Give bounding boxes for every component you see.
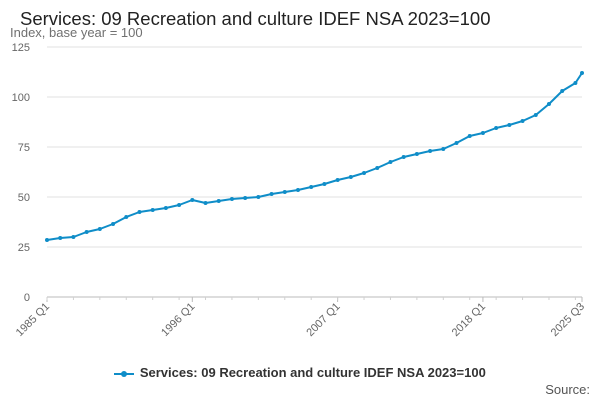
data-point xyxy=(111,222,116,226)
x-tick-label: 2007 Q1 xyxy=(304,301,342,339)
x-tick-label: 2025 Q3 xyxy=(549,301,587,339)
data-point xyxy=(309,185,314,189)
series-layer xyxy=(45,71,584,242)
data-point xyxy=(454,141,459,145)
data-point xyxy=(573,81,578,85)
data-point xyxy=(216,199,221,203)
y-tick-label: 25 xyxy=(18,242,30,254)
data-point xyxy=(124,215,129,219)
data-point xyxy=(560,89,565,93)
data-point xyxy=(401,155,406,159)
y-axis-label: Index, base year = 100 xyxy=(10,25,143,40)
y-tick-label: 75 xyxy=(18,142,30,154)
data-point xyxy=(580,71,584,75)
data-point xyxy=(71,235,76,239)
data-point xyxy=(507,123,512,127)
data-point xyxy=(375,166,380,170)
data-point xyxy=(45,238,49,242)
data-point xyxy=(137,210,142,214)
data-point xyxy=(256,195,261,199)
data-point xyxy=(190,198,195,202)
y-tick-label: 0 xyxy=(24,292,30,304)
legend: Services: 09 Recreation and culture IDEF… xyxy=(0,365,600,380)
data-point xyxy=(177,203,182,207)
data-point xyxy=(428,149,433,153)
x-tick-label: 1996 Q1 xyxy=(159,301,197,339)
data-point xyxy=(533,113,538,117)
data-point xyxy=(269,192,274,196)
data-point xyxy=(362,171,367,175)
data-point xyxy=(388,160,393,164)
y-tick-label: 50 xyxy=(18,192,30,204)
data-point xyxy=(480,131,485,135)
x-tick-label: 1985 Q1 xyxy=(14,301,52,339)
data-point xyxy=(295,188,300,192)
data-point xyxy=(494,126,499,130)
data-point xyxy=(520,119,525,123)
series-line xyxy=(46,72,583,241)
data-point xyxy=(546,102,551,106)
data-point xyxy=(348,175,353,179)
legend-line-marker-icon xyxy=(114,369,135,379)
data-point xyxy=(414,152,419,156)
chart-title: Services: 09 Recreation and culture IDEF… xyxy=(20,8,491,29)
data-point xyxy=(203,201,208,205)
legend-item-label[interactable]: Services: 09 Recreation and culture IDEF… xyxy=(139,365,486,380)
data-point xyxy=(467,134,472,138)
data-point xyxy=(150,208,155,212)
data-point xyxy=(229,197,234,201)
data-point xyxy=(243,196,248,200)
source-label: Source: xyxy=(545,382,590,397)
x-tick-label: 2018 Q1 xyxy=(450,301,488,339)
data-point xyxy=(322,182,327,186)
y-tick-label: 125 xyxy=(12,42,30,54)
data-point xyxy=(97,227,102,231)
data-point xyxy=(84,230,89,234)
data-point xyxy=(441,147,446,151)
data-point xyxy=(58,236,63,240)
grid-lines xyxy=(47,46,582,248)
data-point xyxy=(335,178,340,182)
y-tick-label: 100 xyxy=(12,92,30,104)
data-point xyxy=(163,206,168,210)
data-point xyxy=(282,190,287,194)
